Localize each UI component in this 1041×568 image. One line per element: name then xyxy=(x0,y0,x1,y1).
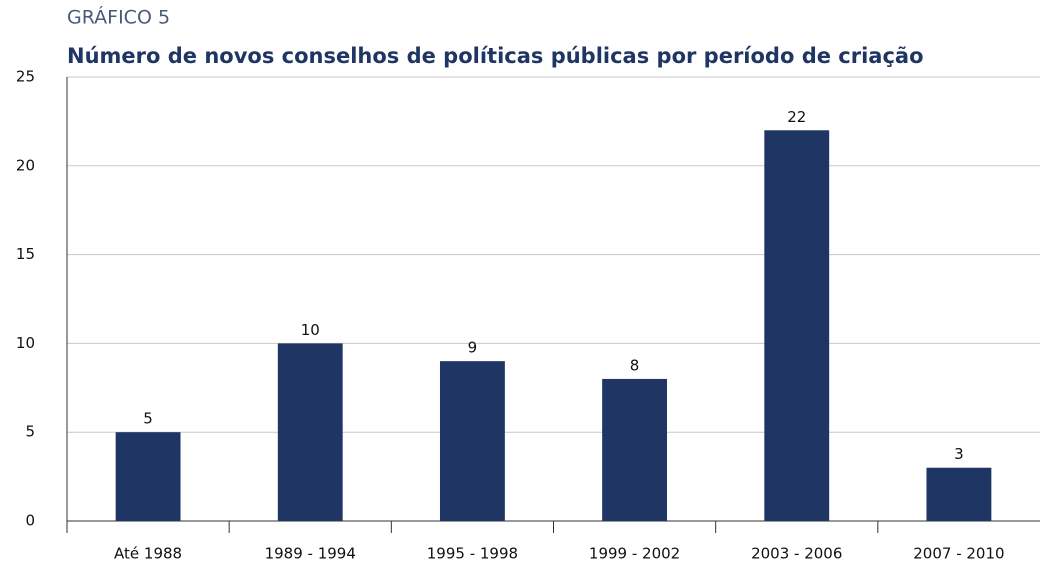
y-tick-label: 20 xyxy=(16,156,35,174)
y-tick-label: 0 xyxy=(25,512,35,530)
chart-title: Número de novos conselhos de políticas p… xyxy=(67,44,924,68)
x-tick-label: 1999 - 2002 xyxy=(589,545,680,563)
bar xyxy=(115,432,181,521)
data-label: 9 xyxy=(468,339,478,357)
y-tick-label: 5 xyxy=(25,423,35,441)
y-tick-label: 25 xyxy=(16,68,35,86)
data-label: 3 xyxy=(954,445,964,463)
x-tick-label: 1995 - 1998 xyxy=(427,545,518,563)
x-tick-label: 2003 - 2006 xyxy=(751,545,842,563)
bar xyxy=(439,361,505,521)
y-tick-label: 15 xyxy=(16,245,35,263)
data-label: 8 xyxy=(630,356,640,374)
bar xyxy=(602,378,668,521)
data-label: 10 xyxy=(301,321,320,339)
bar xyxy=(764,130,830,521)
x-tick-label: Até 1988 xyxy=(114,545,182,563)
bar xyxy=(277,343,343,521)
data-label: 22 xyxy=(787,108,806,126)
data-label: 5 xyxy=(143,410,153,428)
y-tick-label: 10 xyxy=(16,334,35,352)
x-tick-label: 2007 - 2010 xyxy=(913,545,1004,563)
bar xyxy=(926,467,992,521)
x-tick-label: 1989 - 1994 xyxy=(265,545,356,563)
chart-number: GRÁFICO 5 xyxy=(67,6,170,29)
